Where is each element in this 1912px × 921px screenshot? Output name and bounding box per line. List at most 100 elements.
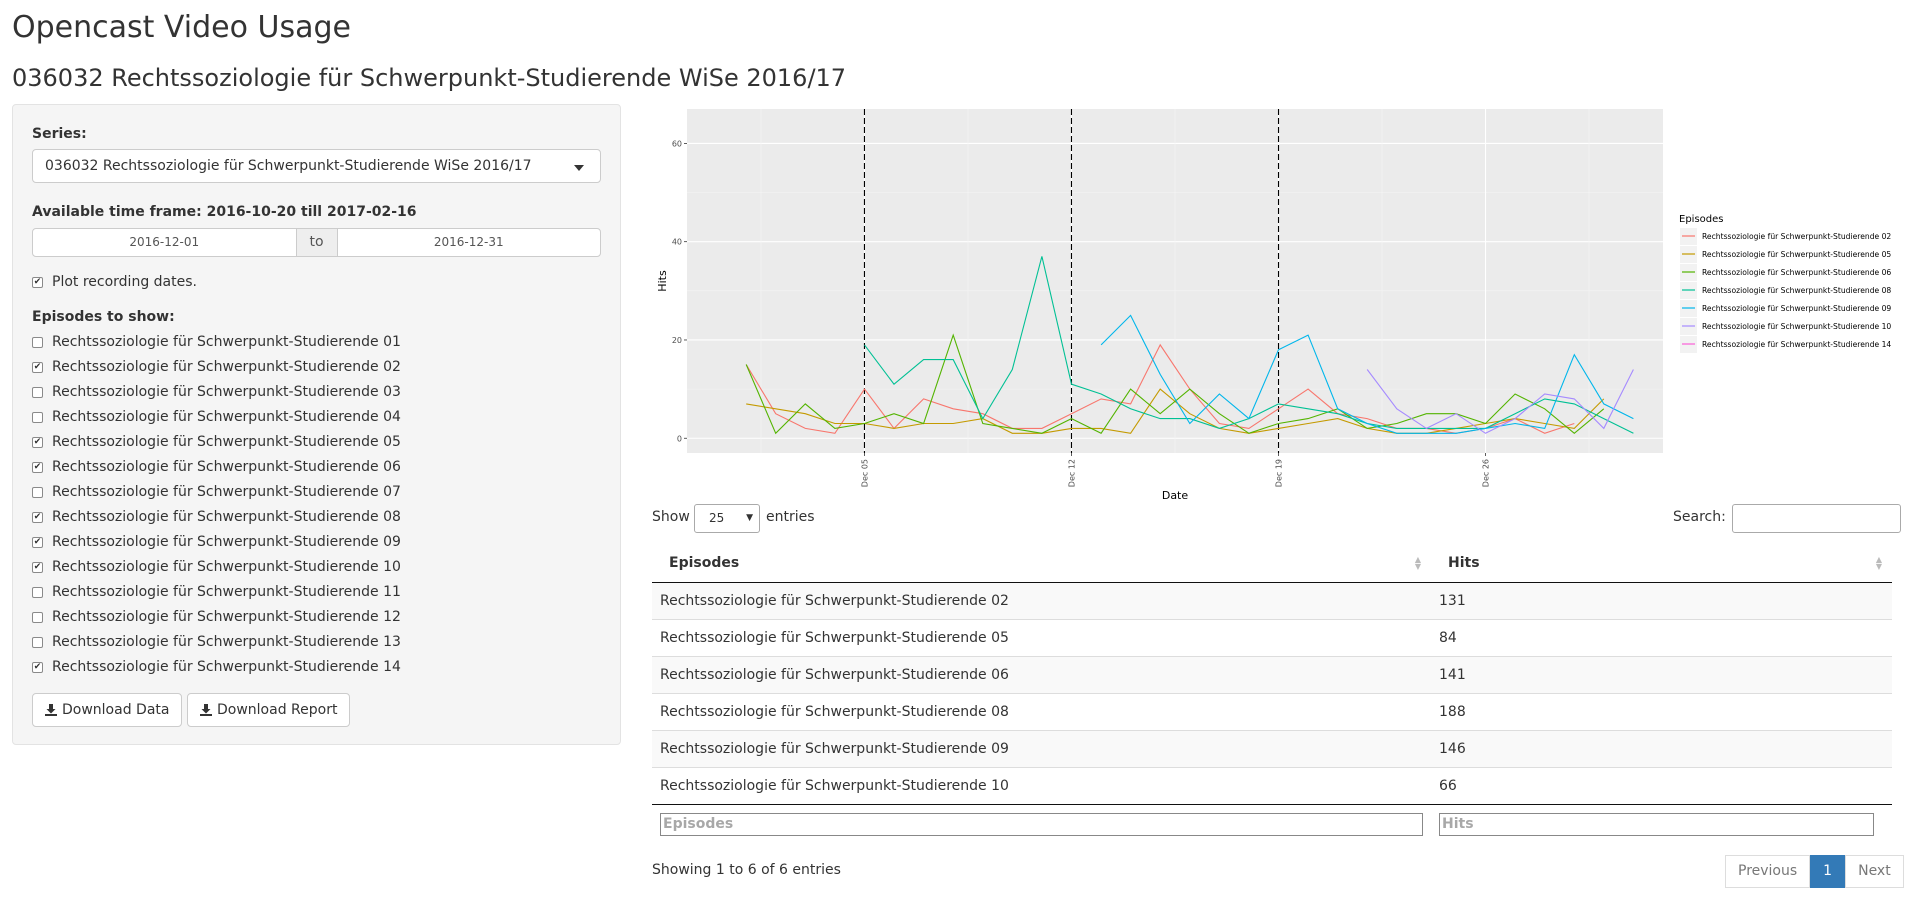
- episode-checkbox-label: Rechtssoziologie für Schwerpunkt-Studier…: [52, 509, 401, 525]
- plot-recording-label: Plot recording dates.: [52, 274, 197, 290]
- episode-checkbox-label: Rechtssoziologie für Schwerpunkt-Studier…: [52, 484, 401, 500]
- y-tick-label: 0: [677, 434, 682, 443]
- table-row[interactable]: Rechtssoziologie für Schwerpunkt-Studier…: [652, 656, 1892, 694]
- episode-checkbox[interactable]: [32, 386, 43, 398]
- plot-recording-checkbox[interactable]: [32, 276, 43, 288]
- date-start-input[interactable]: 2016-12-01: [32, 228, 297, 257]
- table-row[interactable]: Rechtssoziologie für Schwerpunkt-Studier…: [652, 582, 1892, 620]
- episode-checkbox[interactable]: [32, 636, 43, 648]
- episode-checkbox[interactable]: [32, 611, 43, 623]
- recording-date-lines: [863, 109, 1280, 453]
- episode-checkbox-row[interactable]: Rechtssoziologie für Schwerpunkt-Studier…: [32, 359, 401, 375]
- episode-checkbox-row[interactable]: Rechtssoziologie für Schwerpunkt-Studier…: [32, 459, 401, 475]
- table-row[interactable]: Rechtssoziologie für Schwerpunkt-Studier…: [652, 693, 1892, 731]
- column-header-episodes[interactable]: Episodes ▲ ▼: [652, 544, 1431, 583]
- next-button[interactable]: Next: [1845, 855, 1904, 888]
- episode-checkbox-row[interactable]: Rechtssoziologie für Schwerpunkt-Studier…: [32, 534, 401, 550]
- y-tick-label: 40: [672, 238, 682, 247]
- legend-entry-label: Rechtssoziologie für Schwerpunkt-Studier…: [1702, 250, 1891, 259]
- episode-checkbox-label: Rechtssoziologie für Schwerpunkt-Studier…: [52, 559, 401, 575]
- episode-checkbox[interactable]: [32, 536, 43, 548]
- sidebar-panel: Series: 036032 Rechtssoziologie für Schw…: [12, 104, 621, 745]
- column-header-hits[interactable]: Hits ▲ ▼: [1431, 544, 1892, 583]
- episode-checkbox-label: Rechtssoziologie für Schwerpunkt-Studier…: [52, 584, 401, 600]
- episodes-label: Episodes to show:: [32, 309, 175, 325]
- filter-row: Episodes Hits: [652, 804, 1892, 844]
- episode-checkbox[interactable]: [32, 336, 43, 348]
- legend-entry-label: Rechtssoziologie für Schwerpunkt-Studier…: [1702, 340, 1891, 349]
- table-header-row: Episodes ▲ ▼ Hits ▲ ▼: [652, 544, 1892, 583]
- series-select[interactable]: 036032 Rechtssoziologie für Schwerpunkt-…: [32, 149, 601, 183]
- episode-cell: Rechtssoziologie für Schwerpunkt-Studier…: [652, 767, 1431, 805]
- timeframe-label: Available time frame: 2016-10-20 till 20…: [32, 204, 417, 220]
- episode-checkbox-row[interactable]: Rechtssoziologie für Schwerpunkt-Studier…: [32, 509, 401, 525]
- table-row[interactable]: Rechtssoziologie für Schwerpunkt-Studier…: [652, 619, 1892, 657]
- hits-chart: 0 20 40 60 Dec 05 Dec 12 Dec 19 Dec 26 Date Hit…: [652, 104, 1912, 504]
- series-line: [745, 343, 1575, 434]
- caret-down-icon: [574, 165, 584, 171]
- episode-checkbox-label: Rechtssoziologie für Schwerpunkt-Studier…: [52, 534, 401, 550]
- episode-checkbox-label: Rechtssoziologie für Schwerpunkt-Studier…: [52, 634, 401, 650]
- y-axis-label: Hits: [656, 270, 669, 292]
- legend-title: Episodes: [1679, 214, 1723, 225]
- episode-checkbox-label: Rechtssoziologie für Schwerpunkt-Studier…: [52, 434, 401, 450]
- episode-checkbox-label: Rechtssoziologie für Schwerpunkt-Studier…: [52, 409, 401, 425]
- page-1-button[interactable]: 1: [1810, 855, 1846, 888]
- hits-cell: 66: [1431, 767, 1892, 805]
- chart-series: [745, 256, 1634, 435]
- episode-checkbox-row[interactable]: Rechtssoziologie für Schwerpunkt-Studier…: [32, 409, 401, 425]
- episode-checkbox[interactable]: [32, 411, 43, 423]
- episode-checkbox-row[interactable]: Rechtssoziologie für Schwerpunkt-Studier…: [32, 384, 401, 400]
- episode-checkbox-row[interactable]: Rechtssoziologie für Schwerpunkt-Studier…: [32, 634, 401, 650]
- series-line: [1366, 369, 1634, 434]
- download-data-button[interactable]: Download Data: [32, 693, 183, 727]
- episode-checkbox-row[interactable]: Rechtssoziologie für Schwerpunkt-Studier…: [32, 334, 401, 350]
- episodes-filter-input[interactable]: Episodes: [660, 813, 1423, 836]
- download-data-label: Download Data: [62, 702, 170, 718]
- x-axis-label: Date: [1162, 489, 1189, 502]
- date-end-input[interactable]: 2016-12-31: [336, 228, 601, 257]
- episode-checkbox[interactable]: [32, 511, 43, 523]
- series-subtitle: 036032 Rechtssoziologie für Schwerpunkt-…: [12, 64, 847, 92]
- column-header-label: Episodes: [669, 555, 740, 571]
- episode-checkbox-row[interactable]: Rechtssoziologie für Schwerpunkt-Studier…: [32, 559, 401, 575]
- series-line: [1100, 314, 1634, 434]
- search-input[interactable]: [1732, 504, 1901, 533]
- episode-cell: Rechtssoziologie für Schwerpunkt-Studier…: [652, 730, 1431, 768]
- pagination: Previous 1 Next: [1725, 855, 1904, 888]
- episode-checkbox-row[interactable]: Rechtssoziologie für Schwerpunkt-Studier…: [32, 584, 401, 600]
- download-report-button[interactable]: Download Report: [187, 693, 351, 727]
- episode-checkbox[interactable]: [32, 586, 43, 598]
- episode-cell: Rechtssoziologie für Schwerpunkt-Studier…: [652, 619, 1431, 657]
- legend-entry-label: Rechtssoziologie für Schwerpunkt-Studier…: [1702, 268, 1891, 277]
- episode-checkbox-row[interactable]: Rechtssoziologie für Schwerpunkt-Studier…: [32, 659, 401, 675]
- y-tick-label: 60: [672, 139, 682, 148]
- page-length-select[interactable]: 25 ▼: [694, 504, 760, 533]
- episode-checkbox[interactable]: [32, 436, 43, 448]
- episode-checkbox-row[interactable]: Rechtssoziologie für Schwerpunkt-Studier…: [32, 434, 401, 450]
- hits-filter-input[interactable]: Hits: [1439, 813, 1874, 836]
- episode-checkbox[interactable]: [32, 361, 43, 373]
- episode-checkbox[interactable]: [32, 661, 43, 673]
- legend-entry-label: Rechtssoziologie für Schwerpunkt-Studier…: [1702, 322, 1891, 331]
- table-row[interactable]: Rechtssoziologie für Schwerpunkt-Studier…: [652, 730, 1892, 768]
- sort-icon: ▲ ▼: [1414, 555, 1421, 571]
- plot-recording-checkbox-row[interactable]: Plot recording dates.: [32, 274, 197, 290]
- episode-checkbox[interactable]: [32, 461, 43, 473]
- x-tick-label: Dec 12: [1067, 459, 1076, 487]
- series-line: [746, 388, 1605, 434]
- length-show-label: Show: [652, 509, 690, 525]
- chart-legend: Episodes Rechtssoziologie für Schwerpunk…: [1679, 214, 1891, 353]
- episode-cell: Rechtssoziologie für Schwerpunkt-Studier…: [652, 693, 1431, 731]
- episode-checkbox-label: Rechtssoziologie für Schwerpunkt-Studier…: [52, 459, 401, 475]
- episode-checkbox-label: Rechtssoziologie für Schwerpunkt-Studier…: [52, 334, 401, 350]
- episode-checkbox-row[interactable]: Rechtssoziologie für Schwerpunkt-Studier…: [32, 484, 401, 500]
- previous-button[interactable]: Previous: [1725, 855, 1811, 888]
- episode-checkbox-row[interactable]: Rechtssoziologie für Schwerpunkt-Studier…: [32, 609, 401, 625]
- table-row[interactable]: Rechtssoziologie für Schwerpunkt-Studier…: [652, 767, 1892, 805]
- date-range-separator: to: [296, 228, 337, 257]
- episode-checkbox[interactable]: [32, 561, 43, 573]
- hits-cell: 131: [1431, 582, 1892, 620]
- episode-checkbox[interactable]: [32, 486, 43, 498]
- hits-cell: 146: [1431, 730, 1892, 768]
